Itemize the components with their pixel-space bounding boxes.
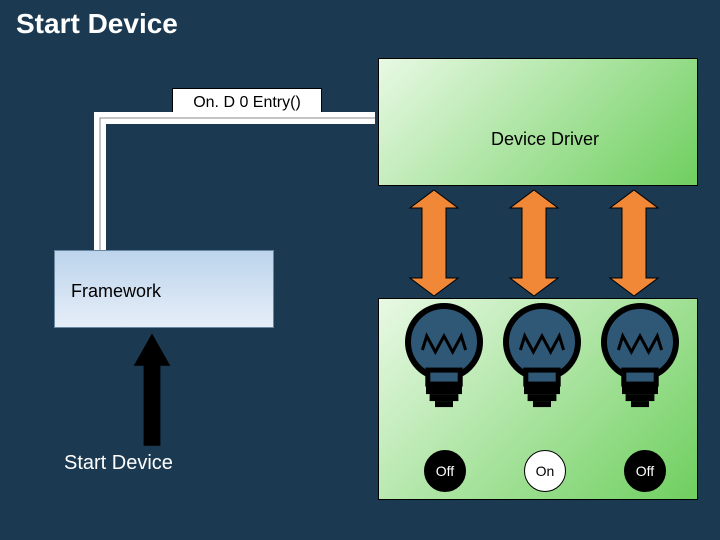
state-text-0: Off	[436, 463, 454, 479]
state-text-1: On	[536, 463, 555, 479]
state-label-1: On	[524, 450, 566, 492]
state-label-0: Off	[424, 450, 466, 492]
state-text-2: Off	[636, 463, 654, 479]
bottom-text: Start Device	[64, 452, 173, 475]
state-label-2: Off	[624, 450, 666, 492]
